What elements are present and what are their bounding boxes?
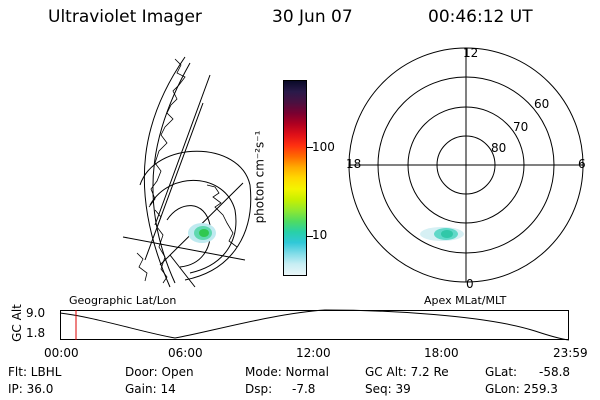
altplot-ytick-high: 9.0 bbox=[26, 306, 46, 320]
altplot-ylabel: GC Alt bbox=[9, 304, 24, 342]
date-label: 30 Jun 07 bbox=[272, 7, 353, 27]
map-meridian bbox=[122, 236, 246, 261]
map-meridian bbox=[144, 102, 204, 261]
polar-plot bbox=[348, 47, 584, 283]
status-dsp-label: Dsp: bbox=[245, 382, 273, 396]
app-title: Ultraviolet Imager bbox=[48, 7, 202, 27]
mlat-label-80: 80 bbox=[491, 141, 507, 155]
mlt-label-0: 0 bbox=[466, 277, 474, 291]
mlt-label-12: 12 bbox=[463, 46, 479, 60]
colorbar bbox=[283, 80, 307, 276]
map-grid-arc bbox=[152, 62, 191, 284]
map-coastline bbox=[136, 252, 148, 282]
time-label: 00:46:12 UT bbox=[428, 7, 533, 27]
map-coastline bbox=[206, 184, 238, 248]
altplot-xtick-2: 12:00 bbox=[296, 346, 331, 360]
geographic-map bbox=[122, 56, 252, 288]
mlat-label-60: 60 bbox=[534, 97, 550, 111]
aurora-emission-geo bbox=[188, 223, 216, 243]
colorbar-tick-mark bbox=[307, 236, 313, 237]
colorbar-tick-10: 10 bbox=[312, 228, 328, 242]
map-meridian bbox=[154, 74, 211, 226]
altplot-xtick-1: 06:00 bbox=[168, 346, 203, 360]
altplot-xtick-3: 18:00 bbox=[424, 346, 459, 360]
status-gc-alt: GC Alt: 7.2 Re bbox=[365, 365, 449, 379]
altplot-xtick-4: 23:59 bbox=[553, 346, 588, 360]
status-gain: Gain: 14 bbox=[125, 382, 176, 396]
map-coastline bbox=[154, 209, 168, 284]
status-seq: Seq: 39 bbox=[365, 382, 411, 396]
altplot-xtick-0: 00:00 bbox=[44, 346, 79, 360]
map-meridian bbox=[169, 254, 196, 288]
map-coastline bbox=[148, 58, 186, 208]
status-dsp-value: -7.8 bbox=[292, 382, 316, 396]
altitude-curve bbox=[59, 309, 570, 341]
status-filter: Flt: LBHL bbox=[8, 365, 62, 379]
status-glat-value: -58.8 bbox=[539, 365, 571, 379]
colorbar-unit-label: photon cm⁻²s⁻¹ bbox=[252, 130, 267, 224]
mlt-label-6: 6 bbox=[578, 157, 586, 171]
map-grid-circle bbox=[139, 150, 252, 281]
altplot-ytick-low: 1.8 bbox=[26, 326, 46, 340]
colorbar-tick-mark bbox=[307, 147, 313, 148]
geo-panel-label: Geographic Lat/Lon bbox=[69, 294, 177, 307]
aurora-emission-polar bbox=[420, 227, 464, 241]
apex-panel-label: Apex MLat/MLT bbox=[424, 294, 507, 307]
map-limb-arc bbox=[143, 56, 186, 288]
colorbar-tick-100: 100 bbox=[312, 140, 335, 154]
status-mode: Mode: Normal bbox=[245, 365, 329, 379]
mlt-label-18: 18 bbox=[346, 157, 362, 171]
mlat-label-70: 70 bbox=[513, 120, 529, 134]
status-ip: IP: 36.0 bbox=[8, 382, 54, 396]
altitude-plot bbox=[59, 309, 570, 341]
status-glon: GLon: 259.3 bbox=[485, 382, 558, 396]
status-glat-label: GLat: bbox=[485, 365, 518, 379]
status-door: Door: Open bbox=[125, 365, 194, 379]
